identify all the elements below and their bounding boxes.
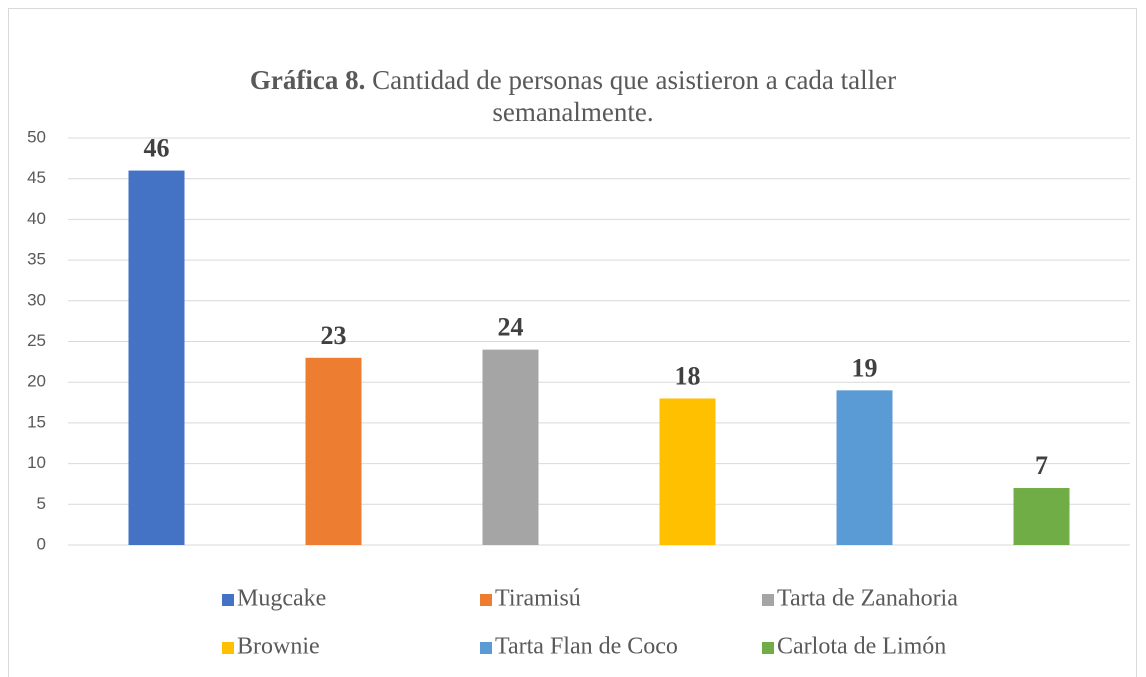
value-label: 24: [498, 313, 524, 342]
legend-label: Tarta de Zanahoria: [777, 586, 958, 612]
value-label: 18: [675, 361, 701, 390]
title-text: Cantidad de personas que asistieron a ca…: [372, 65, 897, 127]
bar: [305, 357, 362, 545]
y-tick-label: 45: [27, 168, 46, 187]
y-tick-label: 50: [27, 127, 46, 146]
y-tick-label: 15: [27, 412, 46, 431]
value-label: 23: [321, 321, 347, 350]
legend-label: Brownie: [237, 634, 320, 660]
y-tick-label: 40: [27, 209, 46, 228]
legend-swatch: [762, 642, 774, 654]
y-tick-label: 10: [27, 453, 46, 472]
legend-swatch: [222, 594, 234, 606]
bar: [836, 390, 893, 545]
chart-title: Gráfica 8. Cantidad de personas que asis…: [200, 64, 946, 128]
legend-swatch: [762, 594, 774, 606]
value-label: 46: [144, 134, 170, 163]
legend-label: Tarta Flan de Coco: [495, 634, 678, 660]
legend-swatch: [222, 642, 234, 654]
legend-swatch: [480, 594, 492, 606]
y-tick-label: 30: [27, 290, 46, 309]
legend-label: Tiramisú: [495, 586, 581, 612]
y-tick-label: 25: [27, 331, 46, 350]
value-label: 7: [1035, 451, 1048, 480]
bar: [128, 170, 185, 545]
y-tick-label: 5: [37, 494, 46, 513]
legend-label: Mugcake: [237, 586, 326, 612]
y-tick-label: 35: [27, 250, 46, 269]
y-tick-label: 20: [27, 372, 46, 391]
bar: [659, 398, 716, 545]
y-tick-label: 0: [37, 534, 46, 553]
title-prefix: Gráfica 8.: [249, 65, 366, 95]
value-label: 19: [852, 353, 878, 382]
chart-frame: [8, 8, 1137, 677]
bar: [1013, 488, 1070, 545]
legend-swatch: [480, 642, 492, 654]
bar: [482, 349, 539, 545]
legend-label: Carlota de Limón: [777, 634, 946, 660]
